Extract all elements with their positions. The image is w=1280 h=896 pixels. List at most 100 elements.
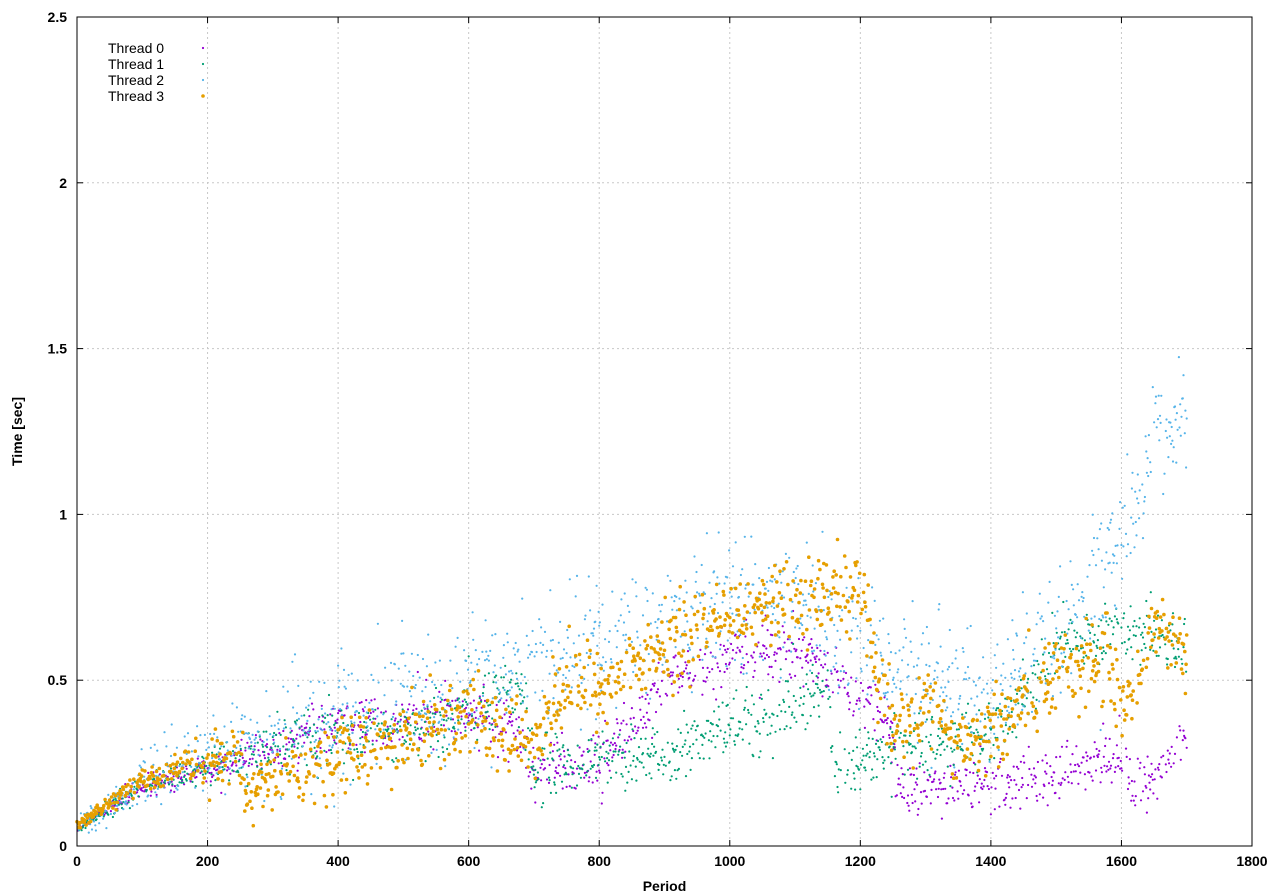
data-point-thread-2: [252, 748, 255, 751]
data-point-thread-2: [869, 624, 872, 627]
data-point-thread-3: [510, 743, 515, 748]
data-point-thread-2: [317, 718, 320, 721]
data-point-thread-1: [694, 729, 697, 732]
data-point-thread-0: [976, 781, 979, 785]
data-point-thread-0: [382, 742, 385, 745]
data-point-thread-0: [242, 763, 245, 766]
data-point-thread-2: [715, 641, 718, 645]
data-point-thread-0: [957, 769, 961, 772]
data-point-thread-1: [780, 710, 783, 713]
data-point-thread-1: [936, 734, 940, 738]
data-point-thread-2: [788, 556, 791, 559]
data-point-thread-2: [534, 691, 537, 694]
data-point-thread-2: [344, 687, 347, 690]
data-point-thread-3: [1154, 650, 1158, 654]
data-point-thread-0: [1020, 786, 1023, 789]
data-point-thread-2: [156, 749, 159, 752]
data-point-thread-2: [490, 766, 493, 769]
data-point-thread-2: [647, 652, 650, 656]
data-point-thread-0: [628, 735, 631, 738]
data-point-thread-1: [812, 694, 815, 697]
data-point-thread-2: [1169, 421, 1172, 424]
data-point-thread-1: [237, 760, 240, 763]
data-point-thread-1: [865, 754, 868, 757]
data-point-thread-3: [520, 717, 524, 722]
data-point-thread-1: [1026, 681, 1029, 684]
data-point-thread-3: [514, 702, 519, 706]
data-point-thread-2: [1178, 426, 1181, 429]
data-point-thread-0: [923, 771, 926, 774]
data-point-thread-1: [429, 716, 432, 719]
data-point-thread-0: [920, 802, 923, 805]
data-point-thread-0: [902, 786, 905, 789]
data-point-thread-3: [673, 638, 677, 643]
data-point-thread-0: [1079, 771, 1082, 774]
data-point-thread-2: [453, 721, 457, 725]
data-point-thread-3: [807, 608, 812, 612]
data-point-thread-2: [933, 669, 936, 672]
data-point-thread-0: [1149, 788, 1152, 791]
data-point-thread-0: [739, 650, 742, 653]
data-point-thread-0: [587, 780, 590, 783]
data-point-thread-0: [451, 699, 454, 703]
data-point-thread-1: [818, 688, 822, 692]
data-point-thread-3: [1098, 646, 1103, 650]
data-point-thread-1: [677, 728, 680, 731]
data-point-thread-2: [440, 683, 443, 687]
data-point-thread-1: [380, 722, 383, 725]
data-point-thread-3: [667, 627, 671, 632]
data-point-thread-2: [442, 734, 445, 737]
data-point-thread-1: [926, 769, 929, 772]
data-point-thread-0: [626, 739, 630, 742]
data-point-thread-3: [689, 635, 694, 640]
data-point-thread-3: [401, 709, 406, 714]
data-point-thread-0: [581, 754, 584, 757]
data-point-thread-1: [844, 781, 847, 784]
data-point-thread-2: [1025, 636, 1028, 639]
data-point-thread-1: [1067, 628, 1070, 631]
data-point-thread-3: [730, 631, 735, 635]
data-point-thread-0: [574, 760, 577, 764]
data-point-thread-0: [147, 771, 150, 775]
data-point-thread-2: [1068, 622, 1071, 625]
data-point-thread-0: [506, 722, 509, 725]
data-point-thread-3: [1089, 648, 1093, 653]
data-point-thread-2: [762, 658, 765, 662]
data-point-thread-0: [150, 790, 153, 793]
data-point-thread-0: [795, 648, 798, 651]
data-point-thread-1: [869, 750, 872, 753]
data-point-thread-2: [743, 535, 746, 538]
data-point-thread-0: [638, 696, 641, 699]
data-point-thread-0: [660, 679, 664, 683]
data-point-thread-2: [345, 724, 348, 728]
data-point-thread-2: [1074, 613, 1077, 617]
data-point-thread-2: [663, 656, 666, 659]
data-point-thread-1: [483, 674, 487, 677]
data-point-thread-3: [201, 781, 205, 785]
data-point-thread-0: [1128, 758, 1131, 761]
data-point-thread-0: [459, 731, 462, 734]
data-point-thread-2: [113, 796, 116, 800]
data-point-thread-2: [243, 715, 246, 718]
data-point-thread-2: [615, 706, 618, 710]
data-point-thread-0: [901, 795, 904, 799]
data-point-thread-0: [416, 670, 419, 674]
data-point-thread-2: [1171, 460, 1175, 463]
data-point-thread-1: [820, 690, 823, 693]
data-point-thread-3: [352, 757, 356, 762]
data-point-thread-3: [1030, 701, 1034, 705]
data-point-thread-1: [711, 723, 714, 726]
data-point-thread-0: [770, 665, 773, 669]
data-point-thread-0: [1053, 771, 1056, 774]
data-point-thread-3: [675, 629, 679, 634]
data-point-thread-1: [1083, 639, 1086, 642]
data-point-thread-1: [1096, 639, 1099, 642]
data-point-thread-2: [794, 626, 797, 629]
data-point-thread-1: [1045, 668, 1049, 671]
data-point-thread-0: [658, 695, 662, 698]
data-point-thread-1: [525, 682, 528, 685]
data-point-thread-3: [715, 625, 720, 630]
data-point-thread-3: [795, 617, 800, 622]
data-point-thread-2: [718, 582, 721, 585]
data-point-thread-3: [1079, 686, 1083, 691]
